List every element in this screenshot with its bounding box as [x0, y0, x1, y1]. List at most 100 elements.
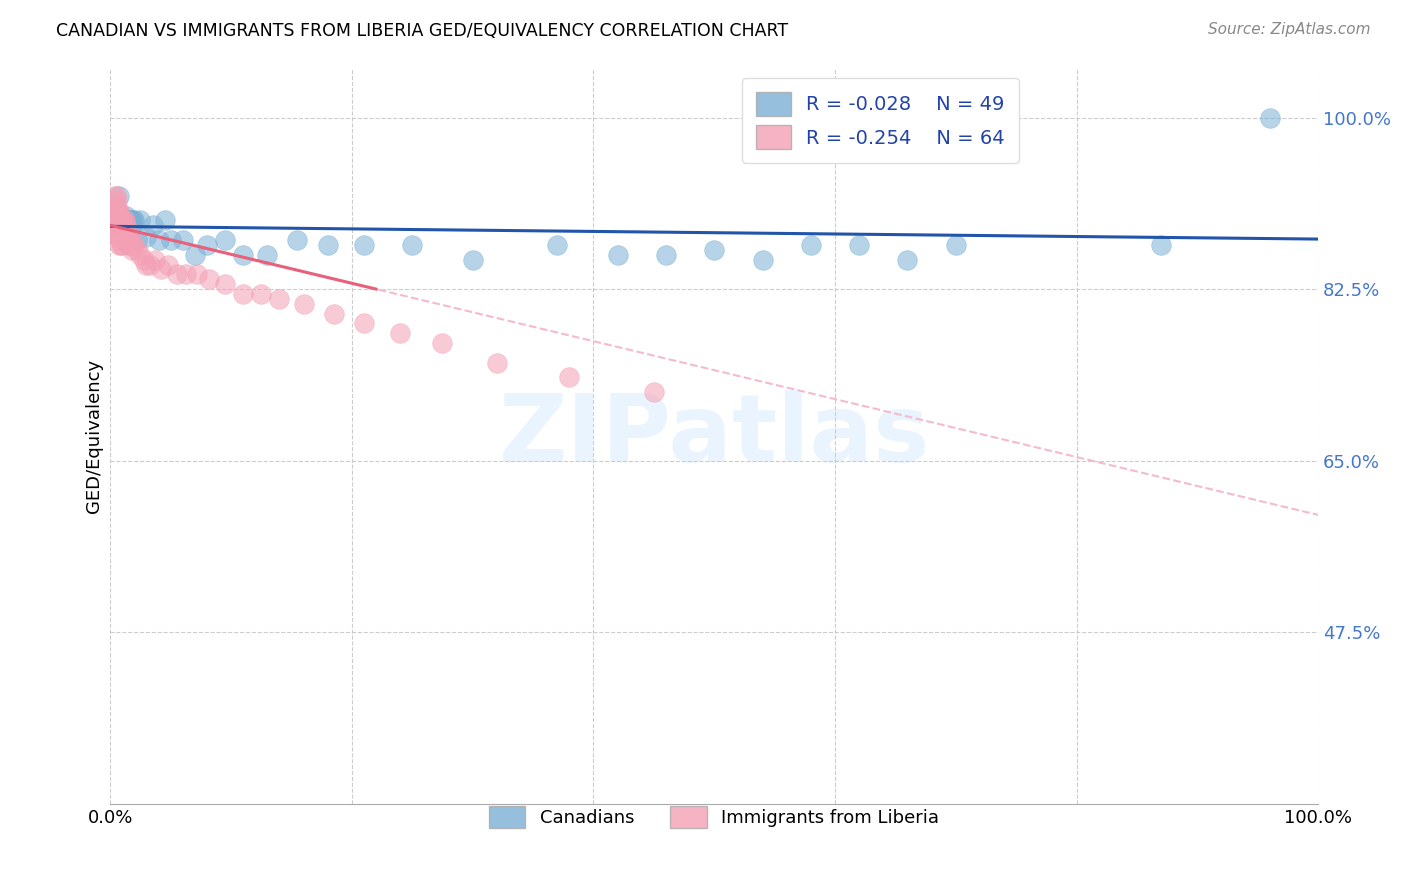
Point	[120, 213, 142, 227]
Point	[896, 252, 918, 267]
Point	[110, 213, 132, 227]
Point	[389, 326, 412, 341]
Point	[135, 258, 157, 272]
Point	[124, 213, 146, 227]
Point	[110, 209, 132, 223]
Point	[110, 228, 132, 243]
Point	[122, 238, 145, 252]
Point	[108, 233, 131, 247]
Point	[432, 335, 454, 350]
Point	[108, 213, 131, 227]
Point	[108, 213, 131, 227]
Point	[139, 258, 162, 272]
Point	[111, 213, 134, 227]
Point	[105, 199, 128, 213]
Point	[461, 252, 484, 267]
Point	[117, 238, 139, 252]
Text: Source: ZipAtlas.com: Source: ZipAtlas.com	[1208, 22, 1371, 37]
Point	[105, 213, 128, 227]
Point	[104, 189, 127, 203]
Point	[195, 238, 218, 252]
Point	[107, 189, 129, 203]
Point	[115, 228, 138, 243]
Point	[848, 238, 870, 252]
Point	[703, 243, 725, 257]
Y-axis label: GED/Equivalency: GED/Equivalency	[86, 359, 103, 513]
Point	[107, 228, 129, 243]
Point	[945, 238, 967, 252]
Point	[111, 213, 134, 227]
Point	[401, 238, 423, 252]
Point	[256, 248, 278, 262]
Point	[103, 209, 125, 223]
Point	[232, 287, 254, 301]
Point	[111, 213, 134, 227]
Point	[117, 233, 139, 247]
Point	[107, 238, 129, 252]
Point	[232, 248, 254, 262]
Point	[114, 213, 136, 227]
Point	[107, 203, 129, 218]
Point	[184, 248, 207, 262]
Point	[114, 213, 136, 227]
Point	[121, 243, 143, 257]
Point	[110, 213, 132, 227]
Point	[292, 297, 315, 311]
Point	[287, 233, 309, 247]
Point	[111, 228, 134, 243]
Point	[104, 219, 127, 233]
Point	[159, 233, 181, 247]
Point	[108, 209, 131, 223]
Point	[115, 233, 138, 247]
Point	[143, 252, 166, 267]
Point	[485, 355, 508, 369]
Point	[115, 209, 138, 223]
Point	[120, 238, 142, 252]
Point	[353, 317, 375, 331]
Point	[105, 189, 128, 203]
Point	[643, 384, 665, 399]
Point	[107, 194, 129, 208]
Point	[129, 248, 152, 262]
Point	[107, 228, 129, 243]
Point	[114, 233, 136, 247]
Point	[125, 233, 148, 247]
Point	[186, 268, 208, 282]
Point	[107, 213, 129, 227]
Point	[122, 213, 145, 227]
Point	[166, 268, 188, 282]
Point	[148, 233, 170, 247]
Point	[655, 248, 678, 262]
Point	[105, 228, 128, 243]
Point	[751, 252, 773, 267]
Point	[114, 213, 136, 227]
Point	[558, 370, 581, 384]
Point	[800, 238, 823, 252]
Point	[322, 307, 344, 321]
Point	[1258, 111, 1281, 125]
Point	[107, 203, 129, 218]
Point	[118, 228, 141, 243]
Point	[115, 219, 138, 233]
Point	[214, 233, 236, 247]
Point	[101, 213, 124, 227]
Point	[112, 213, 135, 227]
Point	[172, 233, 194, 247]
Text: CANADIAN VS IMMIGRANTS FROM LIBERIA GED/EQUIVALENCY CORRELATION CHART: CANADIAN VS IMMIGRANTS FROM LIBERIA GED/…	[56, 22, 789, 40]
Point	[112, 233, 135, 247]
Point	[129, 213, 152, 227]
Point	[132, 252, 155, 267]
Point	[104, 203, 127, 218]
Point	[124, 238, 146, 252]
Point	[135, 230, 157, 244]
Point	[118, 213, 141, 227]
Point	[107, 213, 129, 227]
Point	[250, 287, 273, 301]
Point	[121, 219, 143, 233]
Point	[107, 213, 129, 227]
Point	[316, 238, 339, 252]
Point	[176, 268, 198, 282]
Point	[1150, 238, 1173, 252]
Point	[110, 238, 132, 252]
Point	[149, 262, 172, 277]
